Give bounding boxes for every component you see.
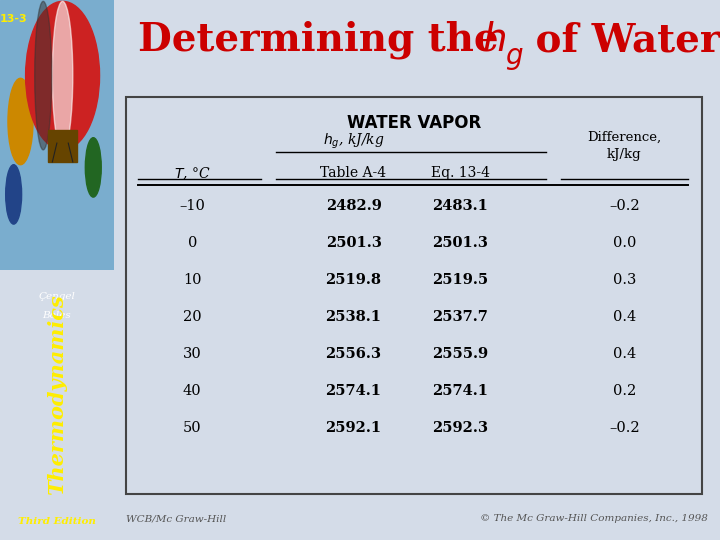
Text: 2556.3: 2556.3 [325, 347, 382, 361]
Text: 0.3: 0.3 [613, 273, 636, 287]
Text: –10: –10 [179, 199, 205, 213]
Ellipse shape [85, 138, 102, 197]
Text: Difference,: Difference, [588, 131, 661, 144]
Text: 2537.7: 2537.7 [432, 310, 488, 324]
Text: WCB/Mc Graw-Hill: WCB/Mc Graw-Hill [126, 514, 226, 523]
Text: Determining the: Determining the [138, 21, 512, 59]
Text: Third Edition: Third Edition [18, 517, 96, 526]
Ellipse shape [26, 2, 99, 150]
Bar [48, 130, 77, 162]
Text: of Water: of Water [522, 21, 720, 59]
Text: 0.0: 0.0 [613, 237, 636, 250]
Ellipse shape [8, 78, 33, 165]
Text: 13-3: 13-3 [0, 14, 27, 24]
Text: 2482.9: 2482.9 [325, 199, 382, 213]
Text: kJ/kg: kJ/kg [607, 148, 642, 161]
Text: $h_g$, kJ/kg: $h_g$, kJ/kg [323, 132, 384, 151]
Text: –0.2: –0.2 [609, 421, 639, 435]
Text: 0: 0 [187, 237, 197, 250]
Ellipse shape [53, 2, 73, 150]
Text: 2555.9: 2555.9 [432, 347, 488, 361]
Text: Thermodynamics: Thermodynamics [47, 295, 67, 496]
Text: Çengel: Çengel [38, 292, 76, 301]
Text: 2519.8: 2519.8 [325, 273, 382, 287]
Text: Eq. 13-4: Eq. 13-4 [431, 166, 490, 180]
Text: 0.2: 0.2 [613, 384, 636, 398]
Text: 2501.3: 2501.3 [432, 237, 488, 250]
Ellipse shape [35, 2, 52, 150]
Text: Boles: Boles [42, 311, 71, 320]
Text: 2592.1: 2592.1 [325, 421, 382, 435]
Text: Table A-4: Table A-4 [320, 166, 387, 180]
Text: 10: 10 [183, 273, 202, 287]
Text: $T$, °C: $T$, °C [174, 165, 210, 181]
Text: 40: 40 [183, 384, 202, 398]
Text: 2574.1: 2574.1 [325, 384, 382, 398]
Text: 2592.3: 2592.3 [432, 421, 488, 435]
Text: –0.2: –0.2 [609, 199, 639, 213]
Text: © The Mc Graw-Hill Companies, Inc., 1998: © The Mc Graw-Hill Companies, Inc., 1998 [480, 514, 708, 523]
Text: $\it{h}$: $\it{h}$ [482, 21, 506, 59]
Text: 20: 20 [183, 310, 202, 324]
Text: 0.4: 0.4 [613, 310, 636, 324]
Text: 2501.3: 2501.3 [325, 237, 382, 250]
Ellipse shape [6, 165, 22, 224]
Text: 30: 30 [183, 347, 202, 361]
Text: 2519.5: 2519.5 [432, 273, 488, 287]
Text: 0.4: 0.4 [613, 347, 636, 361]
Text: WATER VAPOR: WATER VAPOR [347, 114, 481, 132]
Text: 2538.1: 2538.1 [325, 310, 382, 324]
Text: 2574.1: 2574.1 [432, 384, 488, 398]
Text: $\it{g}$: $\it{g}$ [505, 45, 523, 72]
Text: 50: 50 [183, 421, 202, 435]
Text: 2483.1: 2483.1 [432, 199, 488, 213]
